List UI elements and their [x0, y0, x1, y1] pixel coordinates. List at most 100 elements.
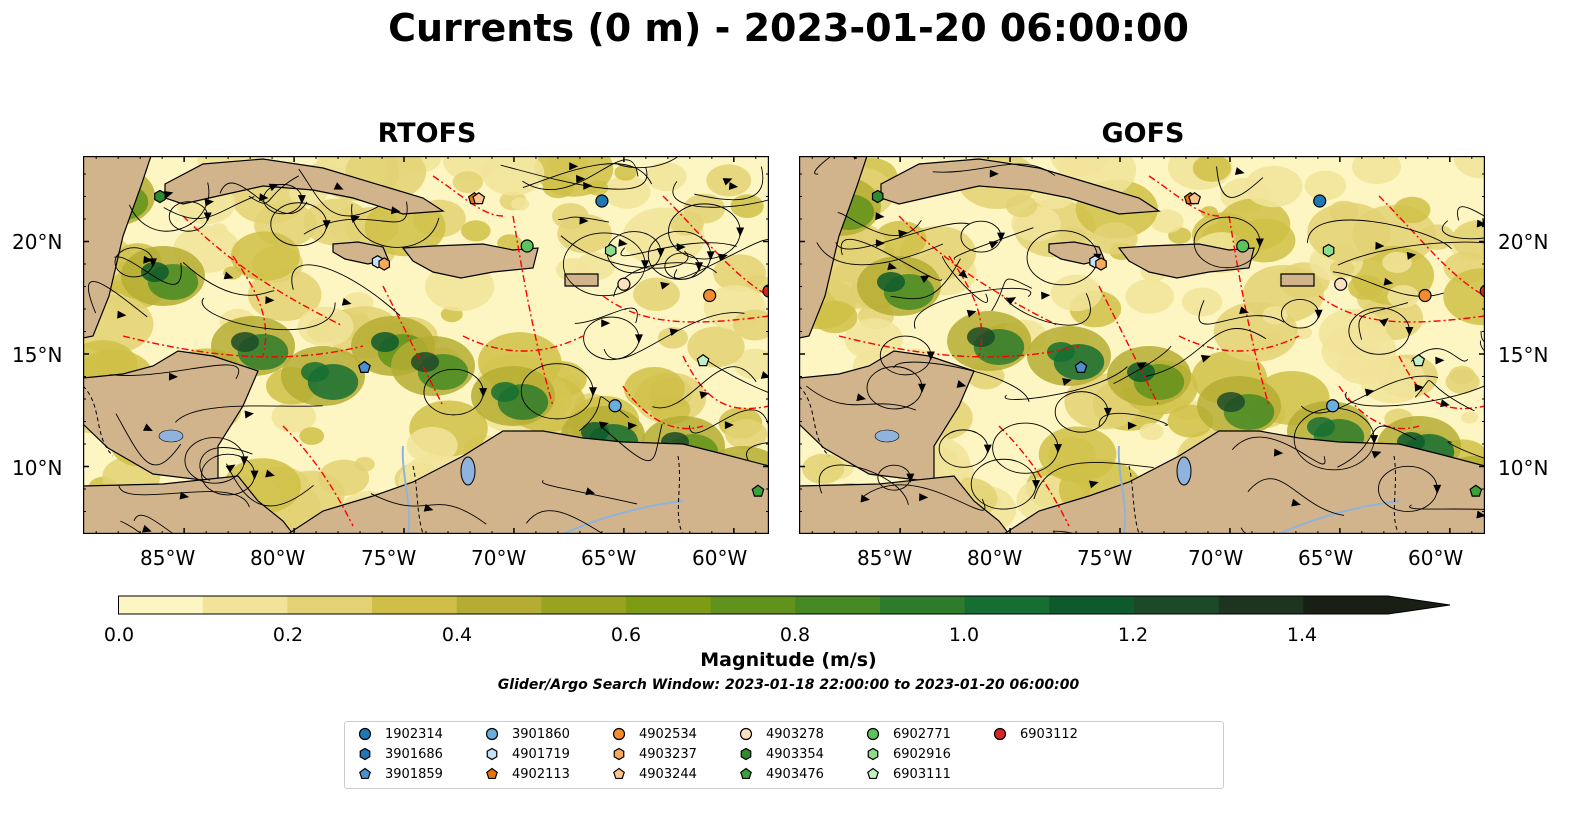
legend-label: 4902534 — [639, 726, 697, 742]
platform-marker — [1236, 239, 1250, 253]
legend-item: 4902534 — [611, 726, 697, 742]
platform-marker — [1418, 288, 1432, 303]
colorbar-tick-label: 0.2 — [272, 624, 304, 646]
legend-marker-icon — [612, 727, 626, 741]
legend-marker — [867, 767, 879, 780]
legend-marker — [613, 747, 625, 761]
legend-item: 4903354 — [738, 746, 824, 762]
legend-marker — [359, 747, 371, 761]
legend-marker-icon — [867, 747, 879, 761]
colorbar-segment — [118, 596, 204, 614]
legend-marker — [486, 747, 498, 761]
lon-tick-label: 80°W — [967, 546, 1023, 570]
platform-marker — [1469, 484, 1483, 497]
colorbar-segment — [202, 596, 288, 614]
platform-marker — [595, 194, 609, 208]
legend-label: 6902916 — [893, 746, 951, 762]
legend-item: 4902113 — [484, 766, 570, 782]
map-panel-gofs[interactable] — [766, 130, 1577, 568]
colorbar-segment — [964, 596, 1050, 614]
legend-label: 4903476 — [766, 766, 824, 782]
platform-marker — [703, 288, 717, 303]
legend-label: 4902113 — [512, 766, 570, 782]
legend-marker-icon — [486, 747, 498, 761]
legend-item: 6903112 — [992, 726, 1078, 742]
panel-title-rtofs: RTOFS — [377, 118, 477, 149]
lon-tick-label: 85°W — [140, 546, 196, 570]
legend-marker-icon — [866, 727, 880, 741]
colorbar-segment — [1218, 596, 1304, 614]
platform-marker — [604, 243, 617, 258]
colorbar-tick-label: 1.4 — [1286, 624, 1318, 646]
legend-item: 4903237 — [611, 746, 697, 762]
platform-marker — [154, 189, 166, 204]
platform-marker — [1095, 257, 1107, 271]
colorbar-label: Magnitude (m/s) — [700, 649, 877, 671]
legend-marker — [866, 727, 880, 741]
lat-tick-label: 10°N — [1498, 456, 1549, 480]
lat-tick-label: 10°N — [12, 456, 63, 480]
legend-marker — [486, 767, 498, 780]
legend-item: 3901859 — [357, 766, 443, 782]
colorbar-segment — [372, 596, 458, 614]
map-rtofs — [66, 128, 884, 564]
colorbar-segment — [710, 596, 796, 614]
legend-item: 6902916 — [865, 746, 951, 762]
legend-marker-icon — [485, 727, 499, 741]
lon-tick-label: 70°W — [471, 546, 527, 570]
platform-marker — [358, 360, 371, 373]
colorbar-segment — [287, 596, 373, 614]
platform-marker — [608, 399, 622, 413]
colorbar — [118, 595, 1451, 615]
platform-marker — [1322, 243, 1335, 258]
legend-label: 3901860 — [512, 726, 570, 742]
legend-marker-icon — [740, 747, 752, 761]
colorbar-tick-label: 0.0 — [103, 624, 135, 646]
legend-item: 4901719 — [484, 746, 570, 762]
colorbar-tick-label: 1.2 — [1117, 624, 1149, 646]
legend-marker-icon — [359, 747, 371, 761]
lon-tick-label: 80°W — [250, 546, 306, 570]
lon-tick-label: 65°W — [581, 546, 637, 570]
legend-item: 3901686 — [357, 746, 443, 762]
legend-marker-icon — [740, 767, 752, 780]
colorbar-segment — [541, 596, 627, 614]
legend-marker — [739, 727, 753, 741]
colorbar-tick-label: 1.0 — [948, 624, 980, 646]
panel-title-gofs: GOFS — [1101, 118, 1185, 149]
lon-tick-label: 75°W — [361, 546, 417, 570]
lon-tick-label: 70°W — [1188, 546, 1244, 570]
platform-marker — [1313, 194, 1327, 208]
platform-marker — [520, 239, 534, 253]
legend-item: 4903244 — [611, 766, 697, 782]
legend-label: 3901859 — [385, 766, 443, 782]
legend-label: 6903112 — [1020, 726, 1078, 742]
lat-tick-label: 20°N — [12, 230, 63, 254]
platform-marker — [378, 257, 391, 271]
legend-marker — [613, 767, 625, 780]
map-panel-rtofs[interactable] — [66, 128, 884, 564]
legend-marker-icon — [613, 767, 625, 780]
lon-tick-label: 85°W — [857, 546, 913, 570]
legend-marker — [993, 727, 1007, 741]
legend-marker-icon — [613, 747, 625, 761]
legend-label: 1902314 — [385, 726, 443, 742]
platform-legend: 1902314 3901686 3901859 3901860 4901719 49021… — [344, 721, 1224, 789]
legend-marker — [485, 727, 499, 741]
colorbar-tick-label: 0.6 — [610, 624, 642, 646]
platform-marker — [472, 192, 486, 205]
legend-label: 4901719 — [512, 746, 570, 762]
platform-marker — [1188, 192, 1202, 205]
colorbar-segment — [1303, 596, 1389, 614]
platform-marker — [871, 189, 884, 204]
legend-marker-icon — [359, 767, 371, 780]
platform-marker — [1326, 399, 1340, 413]
lat-tick-label: 15°N — [1498, 343, 1549, 367]
lon-tick-label: 60°W — [692, 546, 748, 570]
search-window-text: Glider/Argo Search Window: 2023-01-18 22… — [497, 677, 1080, 693]
colorbar-segment — [456, 596, 542, 614]
legend-item: 6903111 — [865, 766, 951, 782]
colorbar-segment — [1049, 596, 1135, 614]
colorbar-tick-label: 0.8 — [779, 624, 811, 646]
legend-marker-icon — [867, 767, 879, 780]
